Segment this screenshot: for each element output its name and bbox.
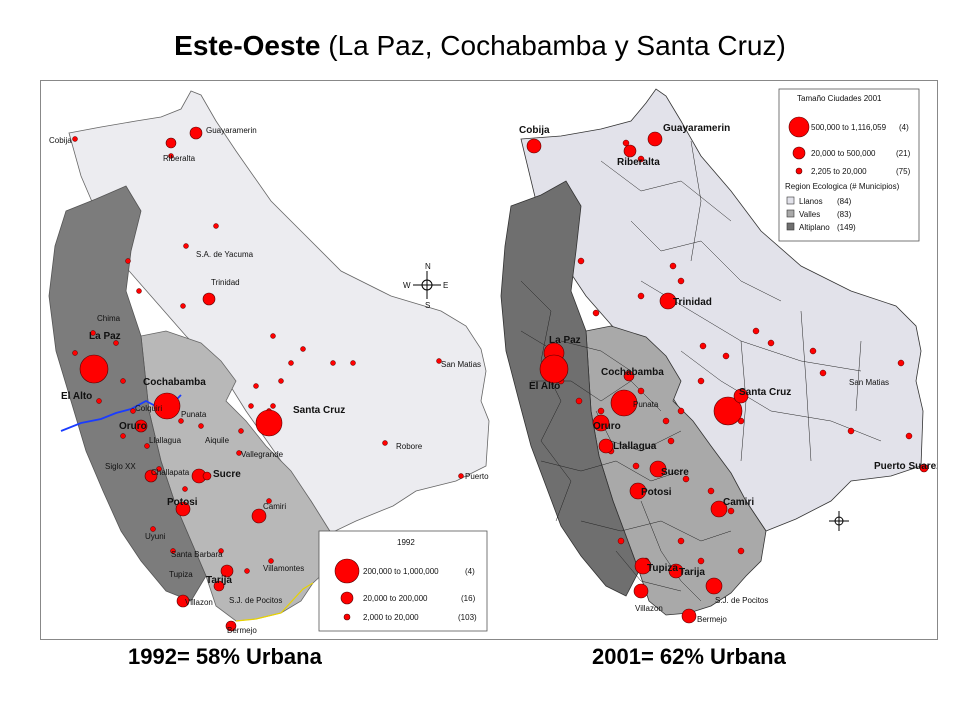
label-cobija-2001: Cobija	[519, 125, 550, 136]
label-puerto: Puerto	[465, 472, 489, 481]
label-robore: Robore	[396, 442, 423, 451]
svg-text:(75): (75)	[896, 167, 911, 176]
cities-small-1992	[72, 136, 464, 574]
legend-1992-title: 1992	[397, 538, 415, 547]
label-colquiri: Colquiri	[135, 404, 162, 413]
label-trinidad-2001: Trinidad	[673, 297, 712, 308]
label-riberalta: Riberalta	[163, 154, 196, 163]
label-llallagua: Llallagua	[149, 436, 182, 445]
label-sj-de-pocitos: S.J. de Pocitos	[229, 596, 282, 605]
label-villamontes: Villamontes	[263, 564, 304, 573]
svg-text:200,000 to 1,000,000: 200,000 to 1,000,000	[363, 567, 439, 576]
caption-1992: 1992= 58% Urbana	[128, 644, 322, 669]
svg-text:Region Ecologica (# Municipios: Region Ecologica (# Municipios)	[785, 182, 900, 191]
label-cochabamba-2001: Cochabamba	[601, 367, 664, 378]
label-siglo-xx: Siglo XX	[105, 462, 136, 471]
label-tarija: Tarija	[206, 575, 232, 586]
label-sa-de-yacuma: S.A. de Yacuma	[196, 250, 254, 259]
compass-icon: N S E W	[403, 262, 448, 310]
label-punata-2001: Punata	[633, 400, 659, 409]
city-labels-1992: Guayaramerin Cobija Riberalta S.A. de Ya…	[49, 126, 489, 635]
cities-large-1992	[79, 126, 283, 632]
label-santa-cruz-2001: Santa Cruz	[739, 387, 791, 398]
label-sj-de-pocitos-2001: S.J. de Pocitos	[715, 596, 768, 605]
label-san-matias: San Matias	[441, 360, 481, 369]
label-villazon: Villazon	[185, 598, 213, 607]
svg-text:(21): (21)	[896, 149, 911, 158]
maps-panel: Guayaramerin Cobija Riberalta S.A. de Ya…	[40, 80, 938, 640]
label-riberalta-2001: Riberalta	[617, 157, 660, 168]
svg-text:E: E	[443, 281, 448, 290]
svg-text:20,000 to 500,000: 20,000 to 500,000	[811, 149, 876, 158]
label-oruro: Oruro	[119, 421, 147, 432]
label-guayaramerin-2001: Guayaramerin	[663, 123, 730, 134]
label-sucre-2001: Sucre	[661, 467, 689, 478]
label-punata: Punata	[181, 410, 207, 419]
label-el-alto-2001: El Alto	[529, 381, 560, 392]
label-llallagua-2001: Llallagua	[613, 441, 657, 452]
label-camiri-2001: Camiri	[723, 497, 754, 508]
label-san-matias-2001: San Matias	[849, 378, 889, 387]
region-altiplano-1992	[48, 185, 207, 602]
svg-text:2,000 to 20,000: 2,000 to 20,000	[363, 613, 419, 622]
svg-text:Llanos: Llanos	[799, 197, 823, 206]
label-vallegrande: Vallegrande	[241, 450, 284, 459]
label-villazon-2001: Villazon	[635, 604, 663, 613]
label-trinidad: Trinidad	[211, 278, 240, 287]
label-guayaramerin: Guayaramerin	[206, 126, 257, 135]
legend-2001: Tamaño Ciudades 2001 500,000 to 1,116,05…	[778, 88, 920, 242]
page-title: Este-Oeste (La Paz, Cochabamba y Santa C…	[174, 30, 786, 61]
svg-text:S: S	[425, 301, 430, 310]
city-labels-2001: Cobija Guayaramerin Riberalta Trinidad L…	[519, 123, 937, 624]
svg-text:(103): (103)	[458, 613, 477, 622]
svg-text:(149): (149)	[837, 223, 856, 232]
svg-text:(4): (4)	[465, 567, 475, 576]
label-camiri: Camiri	[263, 502, 286, 511]
label-chima: Chima	[97, 314, 121, 323]
label-oruro-2001: Oruro	[593, 421, 621, 432]
svg-text:N: N	[425, 262, 431, 271]
label-santa-barbara: Santa Barbara	[171, 550, 223, 559]
label-uyuni: Uyuni	[145, 532, 166, 541]
map-1992: Guayaramerin Cobija Riberalta S.A. de Ya…	[48, 90, 490, 635]
svg-text:(84): (84)	[837, 197, 852, 206]
label-el-alto: El Alto	[61, 391, 92, 402]
label-potosi-2001: Potosi	[641, 487, 672, 498]
svg-text:Valles: Valles	[799, 210, 820, 219]
label-tarija-2001: Tarija	[679, 567, 705, 578]
svg-text:(4): (4)	[899, 123, 909, 132]
svg-text:(83): (83)	[837, 210, 852, 219]
label-sucre: Sucre	[213, 469, 241, 480]
svg-text:20,000 to 200,000: 20,000 to 200,000	[363, 594, 428, 603]
cities-large-2001	[526, 131, 929, 624]
legend-2001-title: Tamaño Ciudades 2001	[797, 94, 882, 103]
label-bermejo: Bermejo	[227, 626, 257, 635]
svg-text:Altiplano: Altiplano	[799, 223, 830, 232]
label-aiquile: Aiquile	[205, 436, 230, 445]
label-bermejo-2001: Bermejo	[697, 615, 727, 624]
label-potosi: Potosi	[167, 497, 198, 508]
legend-1992: 1992 200,000 to 1,000,000 (4) 20,000 to …	[318, 530, 488, 632]
compass-icon-2001	[829, 511, 849, 531]
caption-2001: 2001= 62% Urbana	[592, 644, 786, 669]
svg-text:500,000 to 1,116,059: 500,000 to 1,116,059	[811, 123, 887, 132]
svg-text:(16): (16)	[461, 594, 476, 603]
label-la-paz: La Paz	[89, 331, 121, 342]
label-tupiza-2001: Tupiza	[647, 563, 678, 574]
label-puerto-suarez-2001: Puerto Suarez	[874, 461, 937, 472]
label-cochabamba: Cochabamba	[143, 377, 206, 388]
label-santa-cruz: Santa Cruz	[293, 405, 345, 416]
svg-text:2,205 to 20,000: 2,205 to 20,000	[811, 167, 867, 176]
label-tupiza: Tupiza	[169, 570, 193, 579]
svg-text:W: W	[403, 281, 411, 290]
maps-svg: Guayaramerin Cobija Riberalta S.A. de Ya…	[48, 88, 937, 635]
label-cobija: Cobija	[49, 136, 72, 145]
map-2001: Cobija Guayaramerin Riberalta Trinidad L…	[500, 88, 937, 624]
label-la-paz-2001: La Paz	[549, 335, 581, 346]
label-challapata: Challapata	[151, 468, 190, 477]
